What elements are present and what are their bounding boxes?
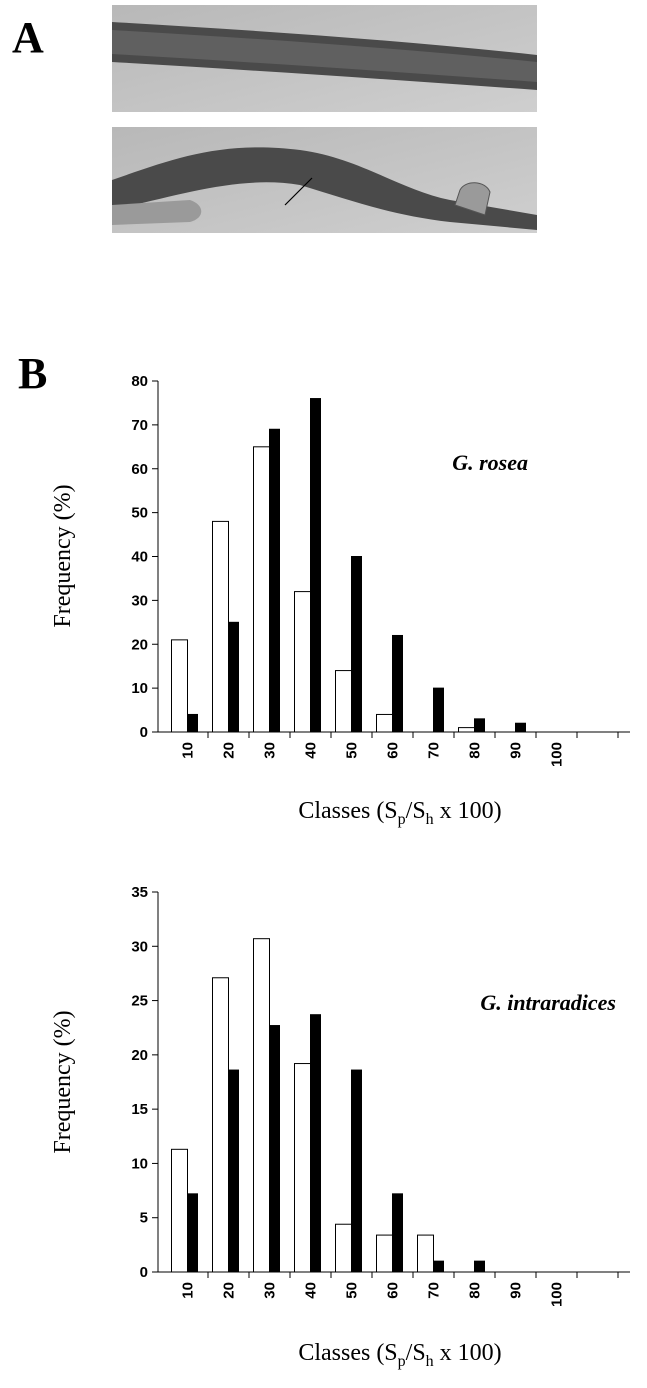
x-axis-label-part: /S bbox=[406, 1340, 426, 1366]
y-tick-label: 50 bbox=[131, 505, 148, 522]
y-tick-label: 80 bbox=[131, 373, 148, 390]
x-tick-label: 90 bbox=[508, 1282, 525, 1299]
bar bbox=[269, 1025, 280, 1273]
bar bbox=[335, 670, 352, 733]
bar bbox=[294, 591, 311, 733]
x-axis-label-part: h bbox=[426, 811, 434, 828]
panel-label: B bbox=[18, 349, 47, 398]
y-tick-label: 25 bbox=[131, 993, 148, 1010]
y-tick-label: 70 bbox=[131, 417, 148, 434]
bar bbox=[433, 687, 444, 733]
x-axis-label: Classes (Sp/Sh x 100) bbox=[298, 798, 501, 828]
bar bbox=[351, 556, 362, 733]
x-axis-label-part: p bbox=[398, 811, 406, 828]
bar bbox=[376, 1234, 393, 1273]
bar bbox=[187, 713, 198, 733]
bar bbox=[310, 1014, 321, 1273]
bar bbox=[228, 1069, 239, 1273]
bar bbox=[392, 634, 403, 733]
x-tick-label: 10 bbox=[180, 742, 197, 759]
y-axis-label: Frequency (%) bbox=[50, 484, 76, 627]
y-tick-label: 0 bbox=[140, 1264, 148, 1281]
bar bbox=[253, 446, 270, 733]
bar bbox=[515, 722, 526, 733]
y-tick-label: 5 bbox=[140, 1210, 148, 1227]
panel-label: A bbox=[12, 13, 44, 62]
y-tick-label: 30 bbox=[131, 938, 148, 955]
y-tick-label: 10 bbox=[131, 680, 148, 697]
x-tick-label: 50 bbox=[344, 742, 361, 759]
bar bbox=[212, 520, 229, 733]
x-tick-label: 40 bbox=[303, 742, 320, 759]
bar bbox=[228, 621, 239, 733]
x-tick-label: 100 bbox=[549, 1282, 566, 1307]
bar bbox=[294, 1063, 311, 1273]
bar bbox=[212, 977, 229, 1273]
bar bbox=[417, 1234, 434, 1273]
bar bbox=[474, 718, 485, 733]
x-tick-label: 70 bbox=[426, 742, 443, 759]
x-tick-label: 50 bbox=[344, 1282, 361, 1299]
bar bbox=[171, 639, 188, 733]
x-axis-label-part: /S bbox=[406, 798, 426, 824]
x-axis-label-part: p bbox=[398, 1353, 406, 1370]
x-tick-label: 40 bbox=[303, 1282, 320, 1299]
micrograph-bottom bbox=[112, 127, 537, 233]
x-tick-label: 20 bbox=[221, 1282, 238, 1299]
x-axis-label-part: Classes (S bbox=[298, 1340, 397, 1366]
y-tick-label: 15 bbox=[131, 1101, 148, 1118]
y-tick-label: 35 bbox=[131, 884, 148, 901]
x-tick-label: 20 bbox=[221, 742, 238, 759]
y-tick-label: 10 bbox=[131, 1155, 148, 1172]
x-tick-label: 100 bbox=[549, 742, 566, 767]
annotation: G. intraradices bbox=[480, 990, 616, 1015]
bar bbox=[458, 727, 475, 733]
x-tick-label: 90 bbox=[508, 742, 525, 759]
x-tick-label: 30 bbox=[262, 742, 279, 759]
bar bbox=[187, 1193, 198, 1273]
y-tick-label: 40 bbox=[131, 549, 148, 566]
y-tick-label: 30 bbox=[131, 592, 148, 609]
y-tick-label: 20 bbox=[131, 636, 148, 653]
x-tick-label: 60 bbox=[385, 1282, 402, 1299]
bar bbox=[310, 398, 321, 733]
x-axis-label-part: h bbox=[426, 1353, 434, 1370]
bar bbox=[392, 1193, 403, 1273]
bar bbox=[376, 713, 393, 733]
bar bbox=[253, 938, 270, 1273]
bar bbox=[351, 1069, 362, 1273]
x-tick-label: 10 bbox=[180, 1282, 197, 1299]
bar bbox=[171, 1148, 188, 1273]
y-tick-label: 60 bbox=[131, 461, 148, 478]
bar bbox=[269, 428, 280, 733]
annotation: G. rosea bbox=[452, 450, 528, 475]
y-axis-label: Frequency (%) bbox=[50, 1010, 76, 1153]
x-axis-label: Classes (Sp/Sh x 100) bbox=[298, 1340, 501, 1370]
bar bbox=[335, 1223, 352, 1273]
x-tick-label: 80 bbox=[467, 742, 484, 759]
x-axis-label-part: Classes (S bbox=[298, 798, 397, 824]
x-tick-label: 60 bbox=[385, 742, 402, 759]
x-axis-label-part: x 100) bbox=[434, 798, 502, 824]
x-tick-label: 80 bbox=[467, 1282, 484, 1299]
x-tick-label: 70 bbox=[426, 1282, 443, 1299]
y-tick-label: 0 bbox=[140, 724, 148, 741]
y-tick-label: 20 bbox=[131, 1047, 148, 1064]
bar bbox=[474, 1260, 485, 1273]
x-tick-label: 30 bbox=[262, 1282, 279, 1299]
bar bbox=[433, 1260, 444, 1273]
x-axis-label-part: x 100) bbox=[434, 1340, 502, 1366]
micrograph-top bbox=[112, 5, 537, 112]
